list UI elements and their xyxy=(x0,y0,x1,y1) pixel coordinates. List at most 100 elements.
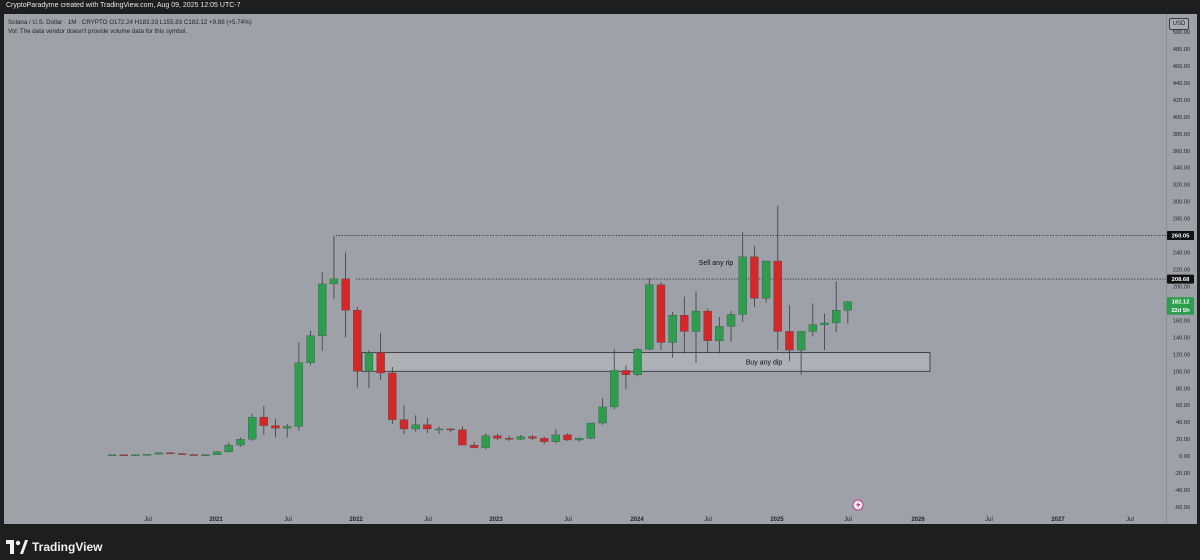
price-tick-label: -60.00 xyxy=(1174,505,1190,511)
candle-body xyxy=(119,454,128,456)
chart-plot-area[interactable] xyxy=(4,14,1166,524)
price-tick-label: -40.00 xyxy=(1174,488,1190,494)
symbol-legend: Solana / U.S. Dollar · 1M · CRYPTO O172.… xyxy=(8,19,252,36)
candle-body xyxy=(680,315,689,332)
candle-body xyxy=(388,372,397,420)
candle-body xyxy=(271,425,280,429)
time-tick-label: 2021 xyxy=(209,517,223,523)
price-tick-label: 460.00 xyxy=(1173,64,1190,70)
candle-body xyxy=(610,370,619,408)
price-axis[interactable] xyxy=(1166,14,1197,524)
candle-body xyxy=(446,428,455,431)
candle-body xyxy=(738,256,747,315)
price-tick-label: 480.00 xyxy=(1173,47,1190,53)
price-label-badge xyxy=(1167,297,1194,307)
time-tick-label: Jul xyxy=(1126,517,1134,523)
candle-body xyxy=(761,260,771,299)
candle-body xyxy=(201,454,210,456)
candle-body xyxy=(224,444,233,453)
candle-body xyxy=(516,436,525,440)
price-tick-label: 340.00 xyxy=(1173,166,1190,172)
candle-body xyxy=(832,310,841,324)
price-tick-label: 160.00 xyxy=(1173,318,1190,324)
price-label-badge xyxy=(1167,305,1194,315)
time-tick-label: Jul xyxy=(284,517,292,523)
candle-body xyxy=(691,310,701,332)
sell-annotation-label: Sell any rip xyxy=(699,260,734,267)
time-tick-label: Jul xyxy=(424,517,432,523)
price-tick-label: 100.00 xyxy=(1173,369,1190,375)
candle-body xyxy=(481,435,490,448)
volume-note: Vol: The data vendor doesn't provide vol… xyxy=(8,27,188,35)
candle-body xyxy=(189,454,198,456)
candle-body xyxy=(423,424,432,430)
candle-body xyxy=(177,453,187,455)
candle-body xyxy=(283,426,292,429)
price-tick-label: 500.00 xyxy=(1173,30,1190,36)
price-label-text: 22d 5h xyxy=(1171,308,1190,314)
price-label-badge xyxy=(1167,274,1194,284)
candle-body xyxy=(376,352,385,374)
candle-body xyxy=(808,324,817,332)
time-tick-label: 2023 xyxy=(489,517,503,523)
candle-body xyxy=(131,454,140,456)
price-tick-label: 140.00 xyxy=(1173,335,1190,341)
candle-body xyxy=(773,260,782,332)
time-tick-label: 2027 xyxy=(1051,517,1065,523)
candle-body xyxy=(353,310,362,372)
candle-body xyxy=(469,444,479,448)
candle-body xyxy=(645,284,654,350)
tradingview-logo[interactable]: TradingView xyxy=(6,540,102,554)
candle-body xyxy=(621,370,631,375)
candle-body xyxy=(154,452,163,455)
candle-body xyxy=(212,451,222,455)
candle-body xyxy=(598,406,607,424)
candle-body xyxy=(820,322,829,325)
price-tick-label: 60.00 xyxy=(1176,403,1190,409)
price-tick-label: 200.00 xyxy=(1173,284,1190,290)
time-tick-label: 2022 xyxy=(349,517,363,523)
time-tick-label: Jul xyxy=(704,517,712,523)
price-tick-label: 380.00 xyxy=(1173,132,1190,138)
time-tick-label: Jul xyxy=(985,517,993,523)
candle-body xyxy=(551,434,560,442)
price-tick-label: 360.00 xyxy=(1173,149,1190,155)
price-tick-label: 300.00 xyxy=(1173,200,1190,206)
price-tick-label: 440.00 xyxy=(1173,81,1190,87)
price-tick-label: 0.00 xyxy=(1179,454,1190,460)
candle-body xyxy=(364,352,374,372)
footer-bar xyxy=(0,536,1200,560)
price-label-text: 208.68 xyxy=(1172,277,1191,283)
candle-body xyxy=(586,422,596,439)
candle-body xyxy=(785,331,794,351)
author-caption: CryptoParadyme created with TradingView.… xyxy=(6,2,241,9)
candle-body xyxy=(399,419,409,430)
candle-body xyxy=(107,454,117,456)
price-tick-label: 20.00 xyxy=(1176,437,1190,443)
price-tick-label: 220.00 xyxy=(1173,268,1190,274)
time-tick-label: 2025 xyxy=(770,517,784,523)
buy-zone-rectangle xyxy=(361,352,931,372)
candle-body xyxy=(248,416,257,440)
candle-body xyxy=(703,310,712,341)
candle-body xyxy=(843,301,852,311)
candle-body xyxy=(259,416,268,426)
candle-body xyxy=(563,434,572,441)
candle-body xyxy=(306,335,315,363)
candle-body xyxy=(750,256,759,299)
lightning-icon xyxy=(856,501,861,509)
price-tick-label: 120.00 xyxy=(1173,352,1190,358)
time-tick-label: Jul xyxy=(144,517,152,523)
candle-body xyxy=(341,278,350,311)
candle-body xyxy=(434,428,444,431)
candle-body xyxy=(668,315,677,343)
price-tick-label: 80.00 xyxy=(1176,386,1190,392)
currency-badge[interactable]: USD xyxy=(1169,18,1189,30)
time-tick-label: Jul xyxy=(564,517,572,523)
time-tick-label: 2026 xyxy=(911,517,925,523)
price-tick-label: -20.00 xyxy=(1174,471,1190,477)
candle-body xyxy=(540,438,549,442)
candle-body xyxy=(458,429,467,446)
price-tick-label: 40.00 xyxy=(1176,420,1190,426)
candle-body xyxy=(633,349,642,375)
